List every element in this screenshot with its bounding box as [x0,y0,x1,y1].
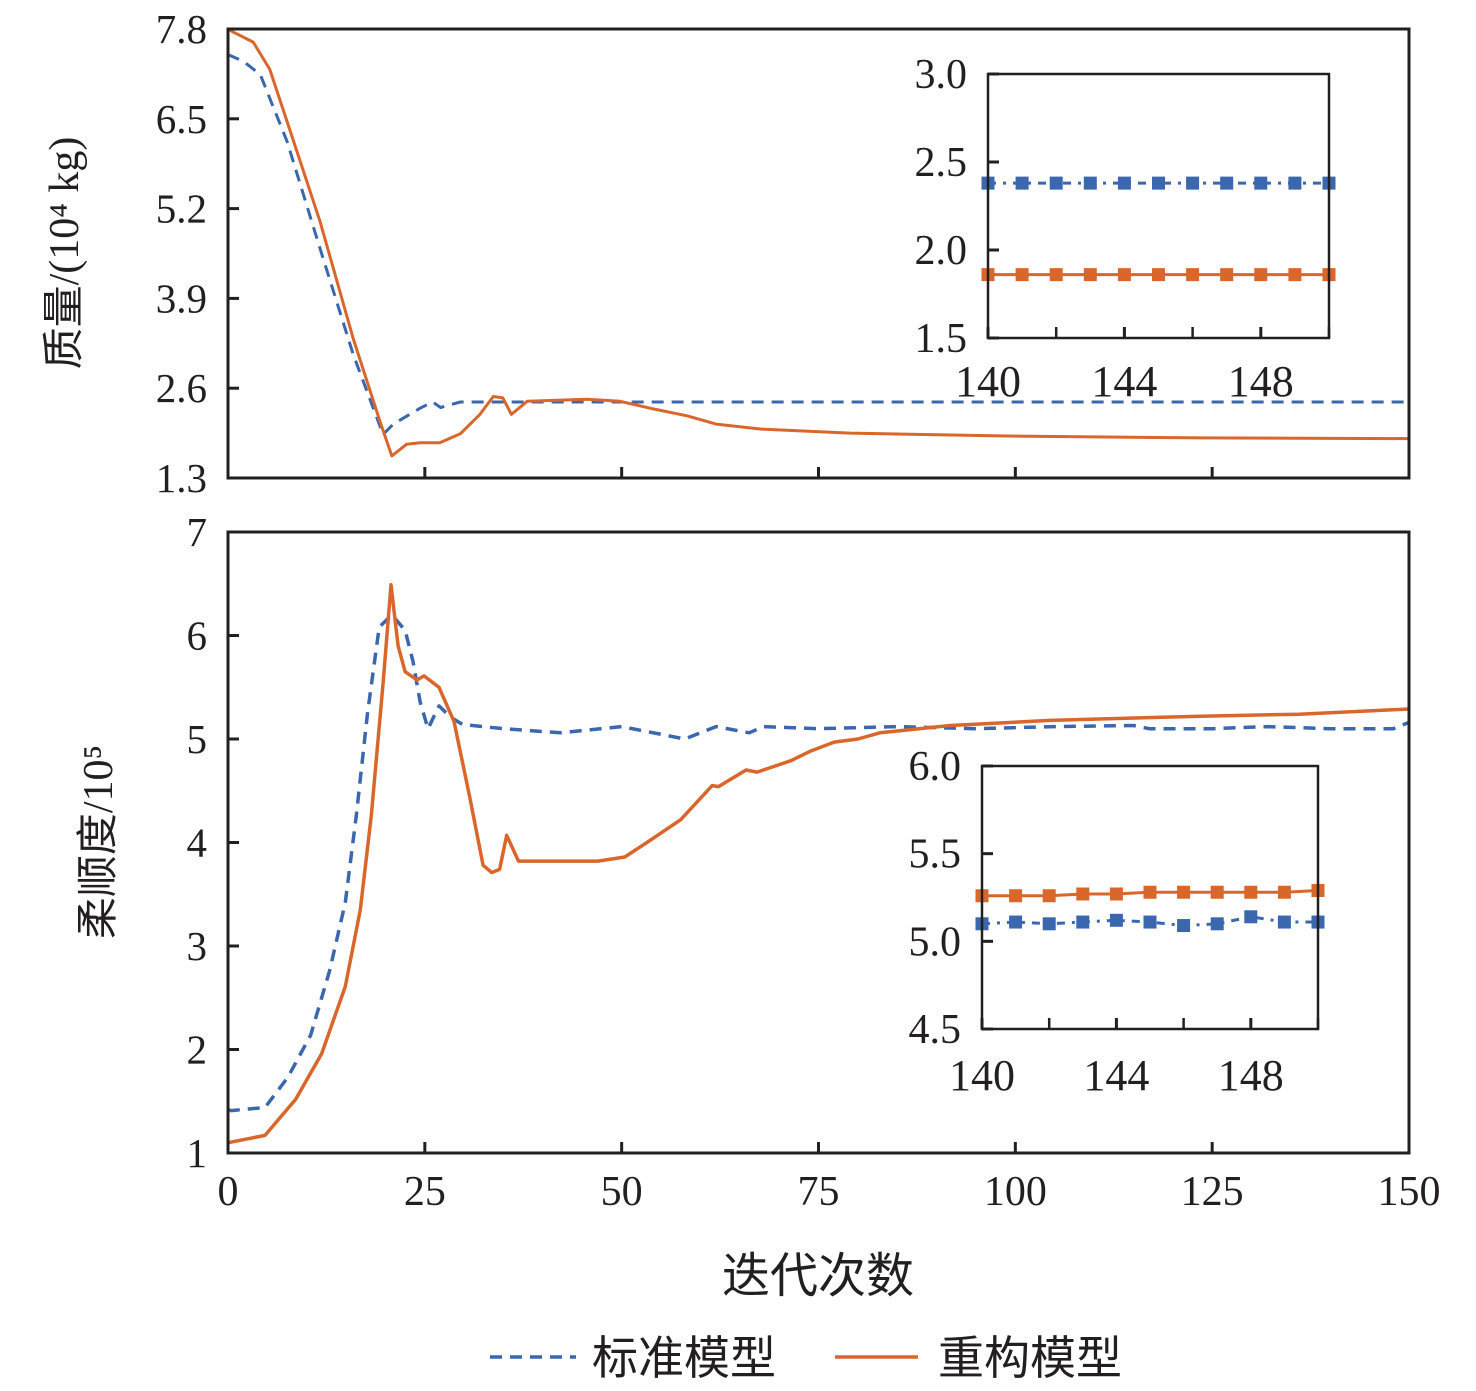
y-tick-label: 7.8 [156,6,207,52]
y-tick-label: 3.0 [915,52,968,98]
y-tick-label: 5.5 [909,832,962,878]
compliance-inset: 4.5 5.0 5.5 6.0 140 144 148 [909,744,1325,1100]
y-axis-title: 质量/(10⁴ kg) [42,137,88,370]
y-tick-label: 3 [187,923,208,969]
data-point-standard [1220,176,1234,190]
data-point-standard [1143,915,1157,929]
data-point-reconstructed [1220,268,1234,282]
x-tick-label: 144 [1083,1051,1149,1100]
legend-label-standard: 标准模型 [592,1333,776,1384]
data-point-reconstructed [1042,889,1056,903]
y-tick-label: 5.0 [909,919,962,965]
x-tick-label: 144 [1091,357,1157,406]
y-tick-label: 6.5 [156,96,207,142]
data-point-standard [1083,176,1097,190]
y-tick-label: 1.5 [915,316,968,362]
data-point-standard [1076,915,1090,929]
mass-chart: 1.3 2.6 3.9 5.2 6.5 7.8 质量/(10⁴ kg) [42,6,1411,501]
data-point-reconstructed [1244,885,1258,899]
x-axis-title: 迭代次数 [722,1250,914,1303]
x-tick-label: 100 [984,1169,1047,1215]
x-tick-label: 140 [955,357,1021,406]
series-line-reconstructed [227,583,1410,1145]
data-point-reconstructed [1277,885,1291,899]
y-tick-label: 4 [187,820,208,866]
y-tick-label: 4.5 [909,1007,962,1053]
y-tick-label: 2.6 [156,365,207,411]
data-point-standard [1117,176,1131,190]
y-axis-title: 柔顺度/10⁵ [76,745,122,939]
data-point-reconstructed [1186,268,1200,282]
y-tick-label: 3.9 [156,275,207,321]
data-point-reconstructed [1083,268,1097,282]
data-point-standard [1210,917,1224,931]
x-tick-label: 25 [404,1169,446,1215]
data-point-reconstructed [1210,885,1224,899]
y-tick-label: 5 [187,716,208,762]
data-point-reconstructed [1009,889,1023,903]
y-tick-label: 2 [187,1027,208,1073]
y-tick-label: 6 [187,613,208,659]
series-line-reconstructed [227,27,1410,458]
y-tick-label: 2.0 [915,228,968,274]
compliance-chart: 1 2 3 4 5 6 7 0 25 50 75 100 125 150 柔顺度/10⁵ [76,509,1441,1215]
x-tick-label: 0 [218,1169,239,1215]
data-point-standard [1042,917,1056,931]
y-tick-label: 1 [187,1130,208,1176]
series-line-standard [227,613,1410,1113]
y-tick-label: 6.0 [909,744,962,790]
data-point-standard [1244,910,1258,924]
x-tick-label: 125 [1181,1169,1244,1215]
y-tick-label: 1.3 [156,455,207,501]
data-point-reconstructed [1076,887,1090,901]
data-point-standard [1015,176,1029,190]
data-point-standard [1254,176,1268,190]
data-point-reconstructed [1177,885,1191,899]
data-point-reconstructed [1143,885,1157,899]
data-point-standard [1277,915,1291,929]
inset-background [988,74,1329,338]
y-tick-label: 2.5 [915,140,968,186]
plot-frame [986,72,1331,340]
plot-frame [980,764,1320,1031]
x-tick-label: 140 [949,1051,1015,1100]
data-point-standard [1152,176,1165,190]
y-tick-label: 5.2 [156,186,207,232]
data-point-reconstructed [1049,268,1063,282]
x-tick-label: 150 [1378,1169,1441,1215]
data-point-reconstructed [1152,268,1165,282]
x-tick-label: 50 [601,1169,643,1215]
series-line-standard [227,53,1409,436]
data-point-reconstructed [1117,268,1131,282]
x-tick-label: 148 [1218,1051,1284,1100]
data-point-standard [1049,176,1063,190]
x-tick-label: 148 [1228,357,1294,406]
data-point-standard [1288,176,1302,190]
data-point-standard [1009,915,1023,929]
data-point-standard [1186,176,1200,190]
data-point-standard [1177,919,1191,933]
data-point-reconstructed [1288,268,1302,282]
x-tick-label: 75 [798,1169,840,1215]
mass-inset: 1.5 2.0 2.5 3.0 140 144 148 [915,52,1336,406]
data-point-standard [1109,913,1123,927]
data-point-reconstructed [1015,268,1029,282]
data-point-reconstructed [1109,887,1123,901]
y-tick-label: 7 [187,509,208,555]
series-line-standard [981,915,1318,928]
legend-label-reconstructed: 重构模型 [938,1333,1122,1384]
data-point-reconstructed [1254,268,1268,282]
legend: 标准模型 重构模型 [490,1333,1122,1384]
